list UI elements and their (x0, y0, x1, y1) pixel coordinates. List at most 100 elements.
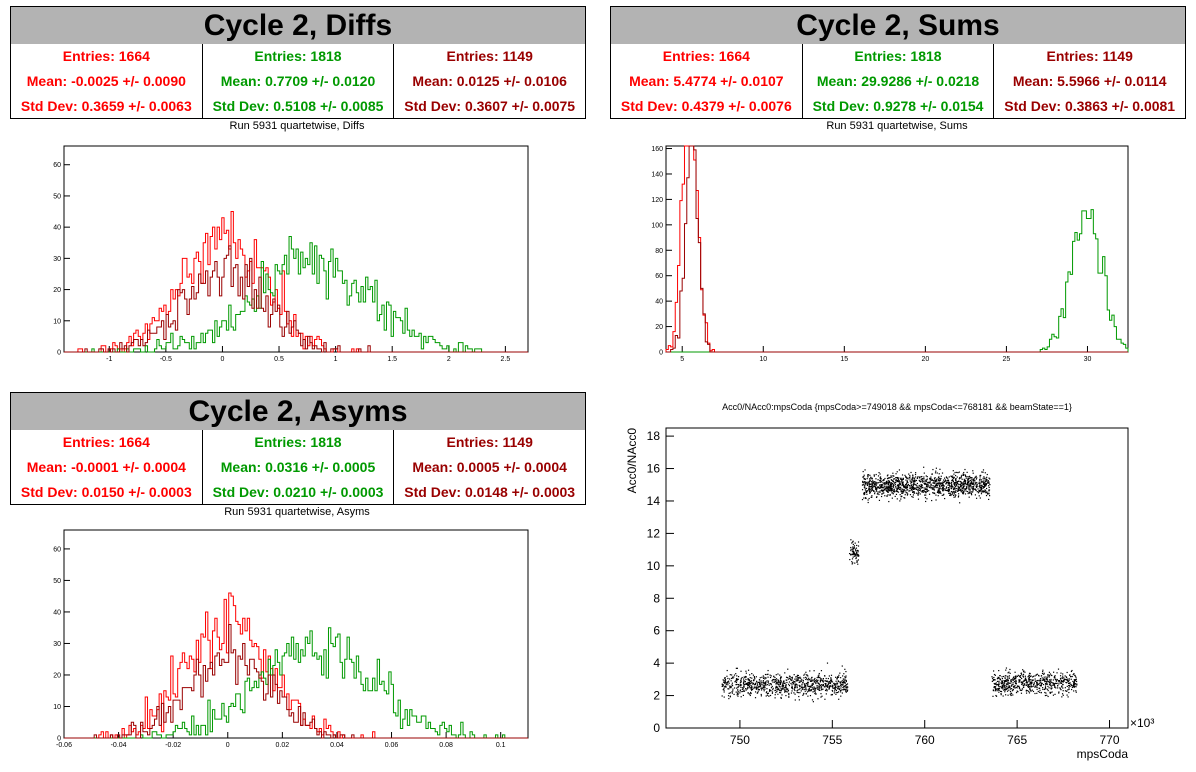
scatter-point (796, 676, 798, 678)
scatter-point (1034, 675, 1036, 677)
scatter-point (741, 688, 743, 691)
scatter-point (970, 477, 972, 479)
scatter-point (917, 476, 919, 478)
scatter-point (764, 681, 766, 684)
scatter-point (780, 680, 782, 682)
stats-green: Entries: 1818 Mean: 0.7709 +/- 0.0120 St… (203, 44, 395, 118)
scatter-point (761, 686, 763, 688)
scatter-point (749, 674, 751, 676)
scatter-point (845, 679, 847, 682)
scatter-point (916, 485, 918, 487)
scatter-point (904, 484, 907, 486)
scatter-point (979, 478, 981, 480)
scatter-point (986, 476, 988, 478)
scatter-point (863, 482, 865, 484)
scatter-point (918, 487, 920, 490)
scatter-point (929, 479, 931, 481)
scatter-point (954, 471, 956, 474)
scatter-point (1048, 687, 1050, 689)
scatter-point (779, 686, 781, 688)
scatter-point (936, 479, 938, 481)
scatter-point (913, 491, 915, 493)
scatter-point (992, 679, 994, 682)
scatter-point (1045, 692, 1047, 694)
scatter-point (797, 677, 799, 679)
scatter-point (915, 472, 917, 474)
scatter-point (1049, 691, 1051, 693)
scatter-point (903, 486, 905, 488)
scatter-point (983, 483, 986, 485)
scatter-point (1022, 680, 1025, 682)
scatter-point (759, 677, 761, 679)
scatter-point (743, 680, 745, 682)
scatter-point (723, 696, 725, 698)
scatter-point (1040, 680, 1042, 682)
scatter-point (910, 471, 912, 474)
scatter-point (972, 472, 974, 474)
scatter-point (772, 689, 774, 691)
scatter-point (978, 479, 981, 481)
scatter-point (863, 491, 866, 494)
scatter-point (1044, 685, 1047, 687)
scatter-point (796, 686, 798, 688)
scatter-point (842, 682, 844, 684)
scatter-point (879, 481, 881, 483)
scatter-point (1040, 682, 1042, 684)
scatter-point (850, 539, 852, 541)
scatter-point (840, 687, 842, 689)
scatter-point (895, 473, 897, 475)
scatter-point (906, 484, 908, 486)
scatter-point (798, 699, 800, 701)
y-tick-label: 20 (53, 672, 61, 679)
scatter-point (965, 490, 967, 492)
scatter-point (966, 476, 968, 478)
mean-label: Mean: 0.0005 +/- 0.0004 (412, 458, 567, 475)
scatter-point (1065, 678, 1067, 681)
scatter-point (794, 681, 796, 683)
scatter-point (914, 487, 916, 489)
scatter-point (976, 485, 978, 487)
scatter-point (956, 487, 958, 490)
scatter-point (779, 683, 782, 686)
scatter-point (1069, 676, 1072, 678)
scatter-point (996, 677, 999, 680)
scatter-point (760, 689, 763, 691)
scatter-point (876, 487, 878, 489)
scatter-point (892, 493, 894, 495)
scatter-point (798, 684, 800, 686)
scatter-point (785, 685, 787, 687)
scatter-point (808, 687, 810, 689)
scatter-point (929, 481, 932, 483)
scatter-point (763, 690, 765, 692)
scatter-point (976, 483, 978, 485)
scatter-point (1041, 679, 1043, 681)
scatter-point (914, 488, 916, 490)
scatter-point (887, 494, 889, 496)
entries-label: Entries: 1664 (62, 434, 150, 451)
scatter-point (913, 483, 916, 485)
scatter-point (1067, 680, 1069, 682)
scatter-point (889, 483, 891, 486)
scatter-point (932, 487, 934, 489)
scatter-point (842, 686, 844, 689)
scatter-point (885, 481, 888, 483)
scatter-point (1048, 681, 1051, 684)
scatter-point (910, 481, 913, 484)
scatter-point (948, 484, 950, 486)
y-tick-label: 12 (647, 526, 661, 540)
scatter-point (971, 477, 973, 479)
scatter-point (725, 682, 727, 684)
scatter-point (829, 684, 831, 687)
scatter-point (938, 489, 940, 491)
scatter-point (871, 488, 874, 490)
scatter-point (1064, 678, 1066, 680)
scatter-point (921, 480, 923, 482)
scatter-point (810, 685, 812, 687)
scatter-point (1016, 675, 1018, 677)
scatter-point (777, 689, 779, 691)
scatter-point (1038, 675, 1040, 677)
scatter-point (935, 479, 937, 481)
scatter-point (1016, 690, 1018, 692)
scatter-point (740, 681, 742, 683)
scatter-point (895, 487, 897, 489)
